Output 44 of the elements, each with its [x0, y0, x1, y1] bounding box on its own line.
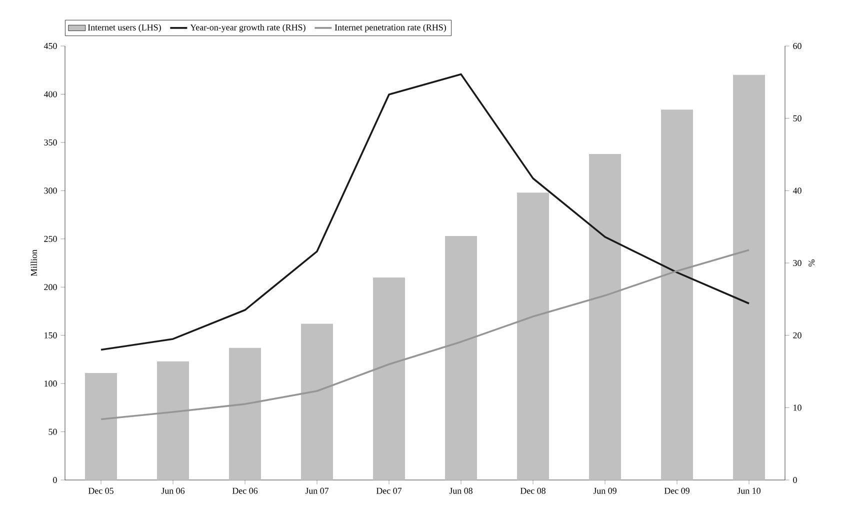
bar	[733, 74, 766, 480]
x-tick-label: Jun 08	[449, 488, 472, 494]
y-tick-label: 250	[44, 236, 57, 242]
bar	[517, 192, 550, 480]
legend-label: Internet penetration rate (RHS)	[334, 24, 446, 32]
bar	[661, 110, 694, 480]
y2-tick-label: 60	[793, 42, 802, 50]
y-tick-label: 300	[44, 188, 57, 194]
line-series	[100, 73, 750, 351]
y2-tick-label: 50	[793, 115, 802, 122]
y-tick-label: 350	[44, 139, 57, 146]
y-tick-label: 0	[53, 476, 57, 484]
line-series	[100, 249, 750, 420]
x-tick-label: Jun 09	[593, 488, 616, 494]
y-tick-label: 450	[44, 42, 57, 50]
bar	[157, 361, 190, 480]
y2-tick-label: 40	[792, 188, 802, 194]
bar	[373, 277, 406, 480]
y-tick-label: 100	[44, 380, 57, 387]
y2-tick-label: 0	[793, 476, 797, 484]
y2-tick-label: 20	[793, 332, 802, 338]
x-tick-label: Dec 09	[664, 488, 690, 494]
y2-tick-label: 10	[794, 404, 802, 411]
x-tick-label: Jun 07	[305, 488, 329, 494]
y-tick-label: 200	[44, 284, 57, 290]
bar	[85, 372, 117, 480]
y-axis-title: Million	[30, 250, 37, 276]
legend-label: Year-on-year growth rate (RHS)	[190, 24, 306, 32]
x-tick-label: Dec 07	[376, 488, 402, 494]
y-tick-label: 150	[44, 332, 57, 338]
y2-tick-label: 30	[793, 260, 802, 266]
x-tick-label: Dec 06	[232, 488, 258, 494]
x-tick-label: Jun 06	[161, 488, 185, 494]
bar	[301, 324, 334, 480]
x-tick-label: Dec 05	[88, 488, 114, 494]
y2-axis-title: %	[808, 260, 815, 266]
bar	[589, 154, 622, 480]
bar	[445, 236, 478, 480]
x-tick-label: Dec 08	[520, 488, 546, 494]
legend-label: Internet users (LHS)	[88, 24, 161, 32]
bar	[229, 348, 262, 480]
x-tick-label: Jun 10	[737, 488, 760, 494]
y-tick-label: 50	[48, 428, 57, 435]
y-tick-label: 400	[44, 91, 57, 98]
